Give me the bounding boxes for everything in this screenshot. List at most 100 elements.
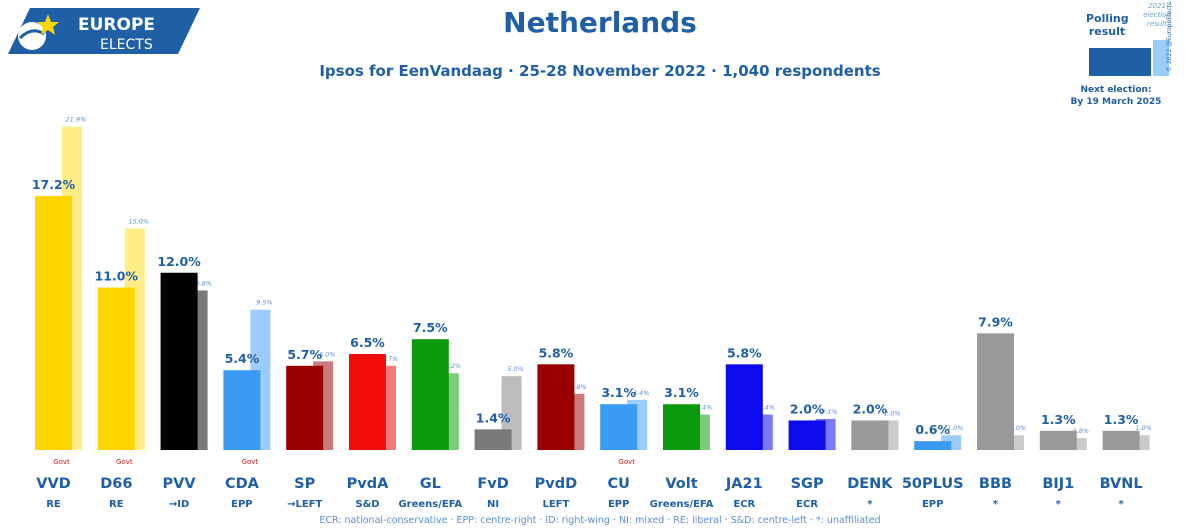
legend [1089, 40, 1169, 76]
value-label-sp: 5.7% [287, 347, 322, 362]
value-label-bij1: 1.3% [1041, 412, 1076, 427]
logo-line1: EUROPE [78, 15, 155, 35]
value-label-sgp: 2.0% [790, 401, 825, 416]
party-label-pvdd: PvdD [535, 476, 578, 492]
bar-sp [286, 365, 324, 450]
bar-bij1 [1039, 430, 1077, 450]
next-election-info: Next election: By 19 March 2025 [1064, 84, 1168, 108]
legend-prev-line1: 2021 [1148, 2, 1166, 10]
party-label-ja21: JA21 [725, 476, 763, 492]
previous-value-label-volt: 2.4% [696, 404, 713, 412]
party-label-gl: GL [420, 476, 441, 492]
previous-value-label-vvd: 21.9% [66, 116, 87, 124]
group-footnote: ECR: national-conservative · EPP: centre… [319, 515, 881, 526]
value-label-gl: 7.5% [413, 320, 448, 335]
group-label-sgp: ECR [796, 499, 818, 510]
group-label-ja21: ECR [733, 499, 755, 510]
bar-pvdd [537, 364, 575, 450]
bar-bbb [977, 333, 1014, 450]
party-label-pvda: PvdA [347, 476, 389, 492]
legend-polling-line1: Polling [1086, 12, 1129, 25]
govt-label-vvd: Govt [53, 458, 70, 466]
previous-value-label-pvv: 10.8% [191, 279, 212, 287]
bar-pvv [160, 272, 198, 450]
bar-cu [600, 404, 638, 450]
previous-value-label-bvnl: 1.0% [1135, 424, 1152, 432]
group-label-cda: EPP [231, 499, 253, 510]
party-label-volt: Volt [665, 476, 697, 492]
value-label-ja21: 5.8% [727, 345, 762, 360]
value-label-cu: 3.1% [601, 385, 636, 400]
legend-polling-label: Polling result [1086, 12, 1129, 38]
party-label-cda: CDA [225, 476, 260, 492]
previous-value-label-sp: 6.0% [319, 350, 336, 358]
previous-value-label-pvdd: 3.8% [570, 383, 587, 391]
bar-fvd [474, 429, 512, 450]
bar-volt [663, 404, 700, 450]
group-label-pvv: →ID [169, 499, 189, 510]
previous-value-label-bbb: 1.0% [1010, 424, 1027, 432]
globe-icon [18, 22, 46, 50]
previous-value-label-fvd: 5.0% [507, 365, 524, 373]
previous-value-label-50plus: 1.0% [947, 424, 964, 432]
group-label-50plus: EPP [922, 499, 944, 510]
next-election-label: Next election: [1080, 85, 1152, 95]
group-label-bvnl: * [1118, 499, 1124, 510]
value-label-vvd: 17.2% [32, 177, 76, 192]
party-label-d66: D66 [100, 476, 132, 492]
bar-50plus [914, 441, 952, 450]
star-icon [37, 14, 59, 35]
legend-polling-line2: result [1088, 25, 1126, 38]
previous-value-label-gl: 5.2% [445, 362, 462, 370]
group-label-bbb: * [993, 499, 999, 510]
previous-value-label-denk: 2.0% [884, 409, 901, 417]
previous-value-label-cu: 3.4% [633, 389, 650, 397]
bar-vvd [35, 195, 72, 450]
legend-prev-line2: election [1143, 11, 1171, 19]
bar-gl [411, 339, 449, 450]
group-label-volt: Greens/EFA [650, 499, 714, 510]
group-label-sp: →LEFT [287, 499, 322, 510]
party-label-sgp: SGP [791, 476, 824, 492]
previous-value-label-d66: 15.0% [128, 217, 149, 225]
value-label-bbb: 7.9% [978, 314, 1013, 329]
legend-previous-swatch [1153, 40, 1169, 76]
value-label-cda: 5.4% [225, 351, 260, 366]
previous-value-label-sgp: 2.1% [821, 408, 838, 416]
party-label-cu: CU [607, 476, 629, 492]
chart-subtitle: Ipsos for EenVandaag · 25-28 November 20… [319, 62, 881, 80]
party-label-50plus: 50PLUS [902, 476, 964, 492]
bar-bvnl [1102, 430, 1140, 450]
legend-prev-line3: result [1147, 20, 1167, 28]
group-label-d66: RE [109, 499, 124, 510]
party-label-fvd: FvD [477, 476, 508, 492]
bar-denk [851, 420, 889, 450]
party-label-denk: DENK [847, 476, 893, 492]
previous-value-label-ja21: 2.4% [759, 404, 776, 412]
govt-label-d66: Govt [116, 458, 133, 466]
logo-line2: ELECTS [100, 37, 153, 53]
value-label-bvnl: 1.3% [1104, 412, 1139, 427]
bar-ja21 [725, 364, 763, 450]
govt-label-cu: Govt [618, 458, 635, 466]
value-label-d66: 11.0% [95, 269, 139, 284]
value-label-pvv: 12.0% [157, 254, 201, 269]
previous-value-label-cda: 9.5% [256, 299, 273, 307]
group-label-gl: Greens/EFA [398, 499, 462, 510]
bar-cda [223, 370, 261, 450]
group-label-pvda: S&D [355, 499, 379, 510]
bar-pvda [349, 353, 386, 450]
legend-previous-label: 2021 election result [1140, 2, 1174, 29]
govt-label-cda: Govt [242, 458, 259, 466]
bar-sgp [788, 420, 826, 450]
next-election-date: By 19 March 2025 [1070, 97, 1162, 107]
logo-banner [8, 8, 200, 54]
party-label-sp: SP [294, 476, 315, 492]
value-label-pvda: 6.5% [350, 335, 385, 350]
previous-value-label-pvda: 5.7% [382, 355, 399, 363]
value-label-50plus: 0.6% [915, 422, 950, 437]
value-label-fvd: 1.4% [476, 410, 511, 425]
group-label-pvdd: LEFT [542, 499, 569, 510]
previous-value-label-bij1: 0.8% [1073, 427, 1090, 435]
